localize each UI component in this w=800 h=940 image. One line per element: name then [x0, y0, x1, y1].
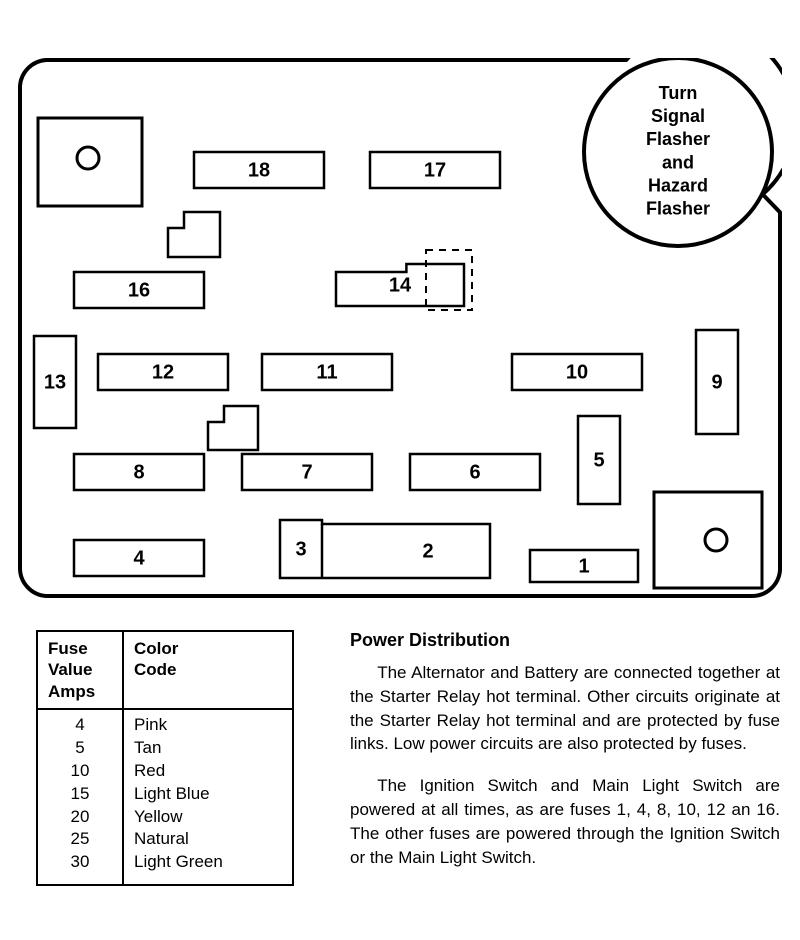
flasher-label-line: Turn	[659, 83, 698, 103]
fuse-label-14: 14	[389, 274, 412, 296]
fuse-color-table: FuseValueAmps ColorCode 451015202530Pink…	[36, 630, 294, 886]
fuse-label-1: 1	[578, 555, 589, 577]
fuse-label-13: 13	[44, 371, 66, 393]
fuse-label-18: 18	[248, 159, 270, 181]
fuse-label-2: 2	[422, 540, 433, 562]
fuse-label-7: 7	[301, 461, 312, 483]
flasher-label-line: Hazard	[648, 175, 708, 195]
fuse-label-9: 9	[711, 371, 722, 393]
power-distribution-para1: The Alternator and Battery are connected…	[350, 661, 780, 756]
flasher-label-line: and	[662, 152, 694, 172]
flasher-label-line: Flasher	[646, 198, 710, 218]
table-header-color: ColorCode	[123, 631, 293, 709]
table-cell-color: PinkTanRedLight BlueYellowNaturalLight G…	[123, 709, 293, 886]
flasher-label-line: Signal	[651, 106, 705, 126]
fuse-color-table-wrap: FuseValueAmps ColorCode 451015202530Pink…	[36, 630, 294, 886]
power-distribution-text: Power Distribution The Alternator and Ba…	[350, 630, 780, 887]
fuse-label-4: 4	[133, 547, 145, 569]
table-header-amps: FuseValueAmps	[37, 631, 123, 709]
fuse-label-16: 16	[128, 279, 150, 301]
fuse-panel-diagram: TurnSignalFlasherandHazardFlasher1817161…	[18, 58, 782, 598]
fuse-label-10: 10	[566, 361, 588, 383]
table-cell-amps: 451015202530	[37, 709, 123, 886]
fuse-label-5: 5	[593, 449, 604, 471]
fuse-panel-svg: TurnSignalFlasherandHazardFlasher1817161…	[18, 58, 782, 598]
fuse-label-3: 3	[295, 538, 306, 560]
power-distribution-para2: The Ignition Switch and Main Light Switc…	[350, 774, 780, 869]
flasher-label-line: Flasher	[646, 129, 710, 149]
fuse-label-12: 12	[152, 361, 174, 383]
fuse-label-11: 11	[316, 361, 337, 383]
power-distribution-heading: Power Distribution	[350, 630, 780, 651]
fuse-label-17: 17	[424, 159, 446, 181]
fuse-label-8: 8	[133, 461, 144, 483]
fuse-label-6: 6	[469, 461, 480, 483]
fuse-table-body: 451015202530PinkTanRedLight BlueYellowNa…	[37, 709, 293, 886]
